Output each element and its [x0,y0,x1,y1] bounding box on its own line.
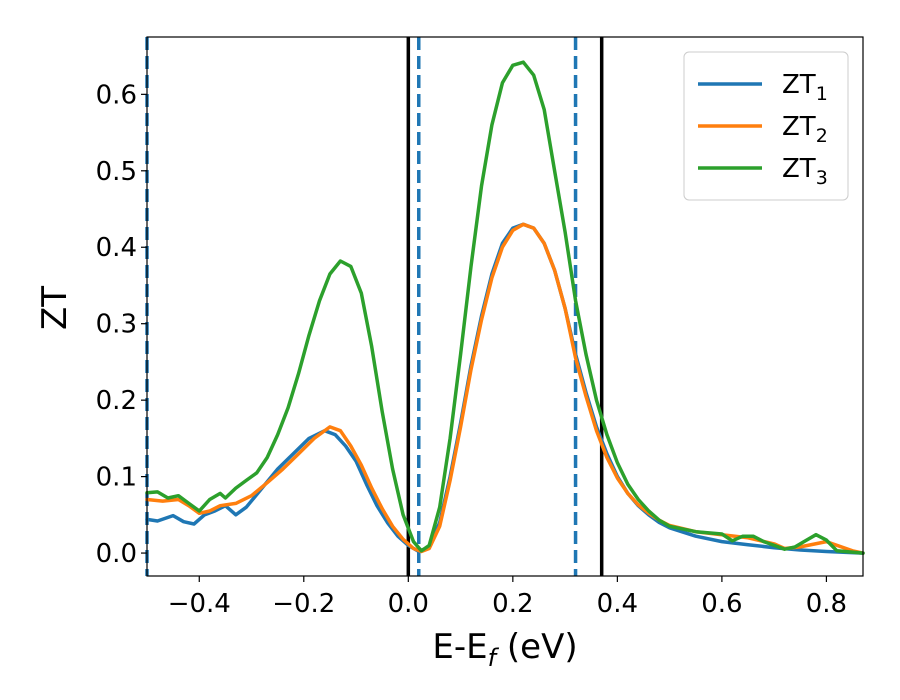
series-line-3 [145,60,865,555]
legend-label-3: ZT3 [782,154,828,189]
series-line-2 [145,222,865,555]
series-line-1 [145,222,865,555]
y-tick-label-2: 0.2 [96,386,137,416]
y-tick-label-0: 0.0 [96,539,137,569]
series-lines [145,60,865,555]
x-tick-label-1: −0.2 [272,589,335,619]
y-tick-label-4: 0.4 [96,233,137,263]
legend-label-1: ZT1 [782,70,828,105]
x-axis-title: E-Ef (eV) [432,627,577,672]
plot-frame [146,36,864,577]
x-tick-label-6: 0.8 [806,589,847,619]
x-tick-label-0: −0.4 [168,589,231,619]
x-tick-label-3: 0.2 [492,589,533,619]
legend-label-2: ZT2 [782,112,828,147]
y-tick-label-3: 0.3 [96,310,137,340]
y-tick-label-1: 0.1 [96,463,137,493]
y-axis: 0.0 0.1 0.2 0.3 0.4 0.5 0.6 [96,80,147,569]
legend: ZT1 ZT2 ZT3 [683,51,849,201]
y-tick-label-5: 0.5 [96,157,137,187]
x-axis: −0.4 −0.2 0.0 0.2 0.4 0.6 0.8 [168,576,847,619]
legend-box [683,51,849,201]
x-tick-label-4: 0.4 [597,589,638,619]
x-tick-label-2: 0.0 [388,589,429,619]
x-tick-label-5: 0.6 [701,589,742,619]
y-axis-title: ZT [35,286,75,330]
y-tick-label-6: 0.6 [96,80,137,110]
